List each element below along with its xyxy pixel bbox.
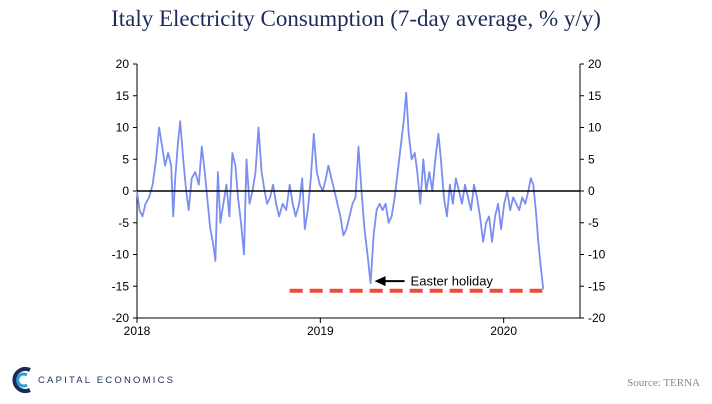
x-tick-label: 2019: [307, 324, 334, 338]
y-tick-label-right: 0: [588, 184, 595, 198]
annotation-arrow-head: [374, 276, 386, 287]
y-tick-label-left: 0: [122, 184, 129, 198]
y-tick-label-left: -5: [118, 216, 129, 230]
source-note: Source: TERNA: [627, 377, 700, 389]
annotation-label: Easter holiday: [411, 274, 494, 289]
y-tick-label-right: 5: [588, 152, 595, 166]
y-tick-label-left: -15: [112, 279, 130, 293]
series-line: [136, 91, 545, 290]
logo: CAPITAL ECONOMICS: [10, 366, 175, 394]
chart-title: Italy Electricity Consumption (7-day ave…: [111, 6, 601, 31]
y-tick-label-left: 15: [116, 89, 130, 103]
logo-mark-icon: [12, 367, 31, 393]
x-tick-label: 2018: [124, 324, 151, 338]
y-tick-label-left: 5: [122, 152, 129, 166]
x-tick-label: 2020: [490, 324, 517, 338]
logo-text: CAPITAL ECONOMICS: [38, 374, 176, 386]
y-tick-label-right: 20: [588, 57, 602, 71]
y-tick-label-right: -10: [588, 248, 606, 262]
y-tick-label-right: -20: [588, 311, 606, 325]
y-tick-label-right: -15: [588, 279, 606, 293]
y-tick-label-left: -10: [112, 248, 130, 262]
y-tick-label-right: 15: [588, 89, 602, 103]
y-tick-label-left: -20: [112, 311, 130, 325]
y-tick-label-right: -5: [588, 216, 599, 230]
y-tick-label-left: 10: [116, 121, 130, 135]
y-tick-label-right: 10: [588, 121, 602, 135]
y-tick-label-left: 20: [116, 57, 130, 71]
